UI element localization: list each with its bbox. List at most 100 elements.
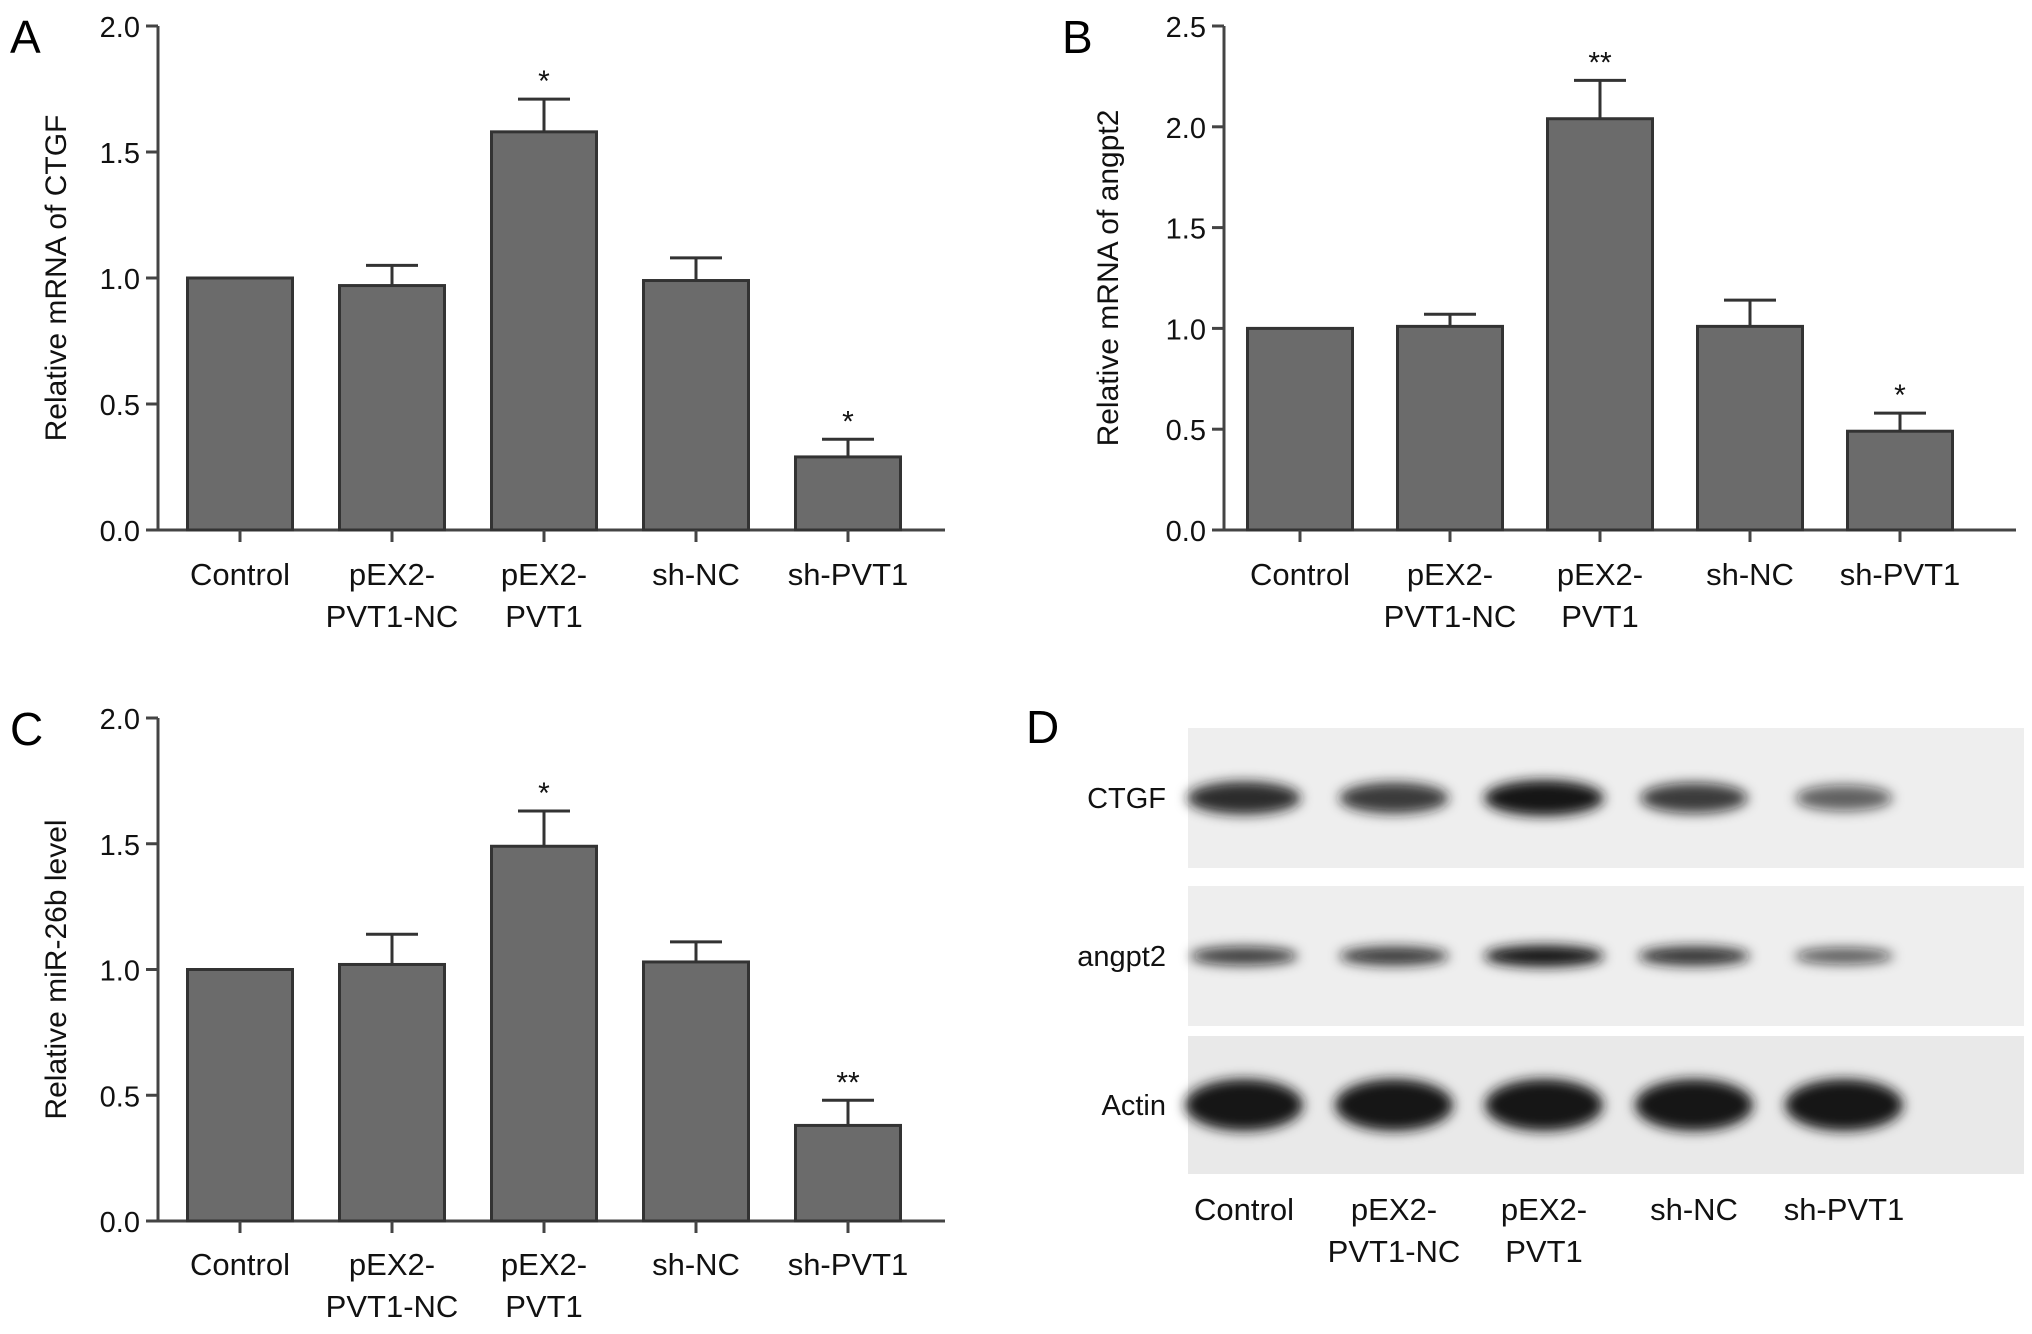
x-tick-label: Control [190,1247,290,1282]
y-tick-label: 1.0 [100,956,140,988]
y-tick-label: 1.0 [100,264,140,296]
western-blot: CTGF angpt2 Actin Control pEX2- PVT1-NC pEX2- P… [1016,690,2032,1329]
blot-band [1484,945,1604,967]
y-tick-label: 0.5 [100,1081,140,1113]
bar [1246,326,1354,532]
y-tick-label: 2.0 [1166,113,1206,145]
bar [1396,324,1504,532]
significance-label: * [1894,379,1906,412]
blot-band [1638,946,1750,966]
panel-letter: A [10,11,41,63]
blot-band [1635,1079,1753,1131]
x-tick-label: sh-NC [652,557,740,592]
x-tick-label: sh-NC [1706,557,1794,592]
y-axis-label: Relative mRNA of angpt2 [1092,110,1125,447]
bar-chart-ctgf: 0.0 0.5 1.0 1.5 2.0 Relative mRNA of CTGF Cont… [40,12,945,634]
significance-label: * [842,405,854,438]
blot-band [1640,782,1748,814]
panel-letter: D [1026,701,1060,753]
bar [186,968,294,1223]
bar [794,455,902,532]
y-tick-label: 0.5 [1166,415,1206,447]
x-tick-label: PVT1-NC [1384,599,1517,634]
x-tick-label: pEX2- [1557,557,1643,592]
blot-lane-label: pEX2- [1501,1192,1587,1227]
x-tick-label: sh-PVT1 [788,1247,909,1282]
y-tick-label: 0.0 [1166,516,1206,548]
blot-band [1795,784,1893,812]
y-axis-label: Relative miR-26b level [40,819,73,1119]
significance-label: * [538,777,550,810]
bar [642,960,750,1223]
y-tick-label: 1.0 [1166,314,1206,346]
y-tick-label: 1.5 [100,830,140,862]
x-tick-label: PVT1 [505,1289,583,1324]
blot-image: CTGF angpt2 Actin Control pEX2- PVT1-NC pEX2- P… [1077,728,2024,1269]
blot-strip [1188,886,2024,1026]
blot-row-label: angpt2 [1077,941,1166,973]
bar-chart-angpt2: 0.0 0.5 1.0 1.5 2.0 2.5 Relative mRNA of angpt… [1092,12,2016,634]
x-tick-label: pEX2- [1407,557,1493,592]
x-tick-label: Control [1250,557,1350,592]
blot-band [1190,946,1298,966]
blot-band [1187,781,1301,815]
x-tick-label: Control [190,557,290,592]
x-tick-label: sh-NC [652,1247,740,1282]
panel-a: A 0.0 0.5 1.0 1.5 2.0 Relative mRNA of CTGF Co… [0,0,1016,664]
x-tick-label: pEX2- [501,557,587,592]
y-tick-label: 1.5 [100,138,140,170]
bar [642,279,750,532]
y-tick-label: 2.0 [100,704,140,736]
panel-b: B 0.0 0.5 1.0 1.5 2.0 2.5 Relative mRNA of ang… [1016,0,2032,664]
bar [186,276,294,532]
bar [338,962,446,1223]
blot-strip [1188,728,2024,868]
x-tick-label: PVT1-NC [326,1289,459,1324]
blot-row-label: CTGF [1087,783,1166,815]
bar [338,284,446,532]
significance-label: ** [1588,46,1612,79]
blot-lane-label: sh-NC [1650,1192,1738,1227]
y-axis-label: Relative mRNA of CTGF [40,115,73,442]
significance-label: * [538,65,550,98]
bar [794,1123,902,1223]
blot-band [1794,947,1894,965]
blot-lane-label: Control [1194,1192,1294,1227]
y-tick-label: 0.0 [100,1207,140,1239]
blot-band [1335,1079,1453,1131]
y-tick-label: 2.5 [1166,12,1206,44]
y-tick-label: 2.0 [100,12,140,44]
x-tick-label: pEX2- [349,557,435,592]
x-tick-label: pEX2- [349,1247,435,1282]
panel-c: C 0.0 0.5 1.0 1.5 2.0 Relative miR-26b level C… [0,690,1016,1329]
blot-row-label: Actin [1102,1090,1166,1122]
y-tick-label: 0.5 [100,390,140,422]
panel-letter: C [10,703,44,755]
blot-lane-label: pEX2- [1351,1192,1437,1227]
bar [1546,117,1654,532]
panel-d: D CTGF angpt2 Actin Control pEX2- PVT1-NC pEX2… [1016,690,2032,1329]
y-tick-label: 0.0 [100,516,140,548]
significance-label: ** [836,1066,860,1099]
blot-band [1339,946,1449,966]
x-tick-label: PVT1 [505,599,583,634]
blot-band [1484,780,1604,816]
blot-band [1485,1079,1603,1131]
blot-band [1785,1079,1903,1131]
panel-letter: B [1062,11,1093,63]
bar [1846,429,1954,532]
blot-band [1339,782,1449,814]
x-tick-label: PVT1 [1561,599,1639,634]
blot-lane-label: PVT1-NC [1328,1234,1461,1269]
blot-lane-label: PVT1 [1505,1234,1583,1269]
bar-chart-mir26b: 0.0 0.5 1.0 1.5 2.0 Relative miR-26b level Con… [40,704,945,1324]
x-tick-label: PVT1-NC [326,599,459,634]
blot-lane-label: sh-PVT1 [1784,1192,1905,1227]
x-tick-label: sh-PVT1 [1840,557,1961,592]
bar [1696,324,1804,532]
bar [490,844,598,1223]
y-tick-label: 1.5 [1166,214,1206,246]
blot-band [1185,1079,1303,1131]
x-tick-label: sh-PVT1 [788,557,909,592]
x-tick-label: pEX2- [501,1247,587,1282]
